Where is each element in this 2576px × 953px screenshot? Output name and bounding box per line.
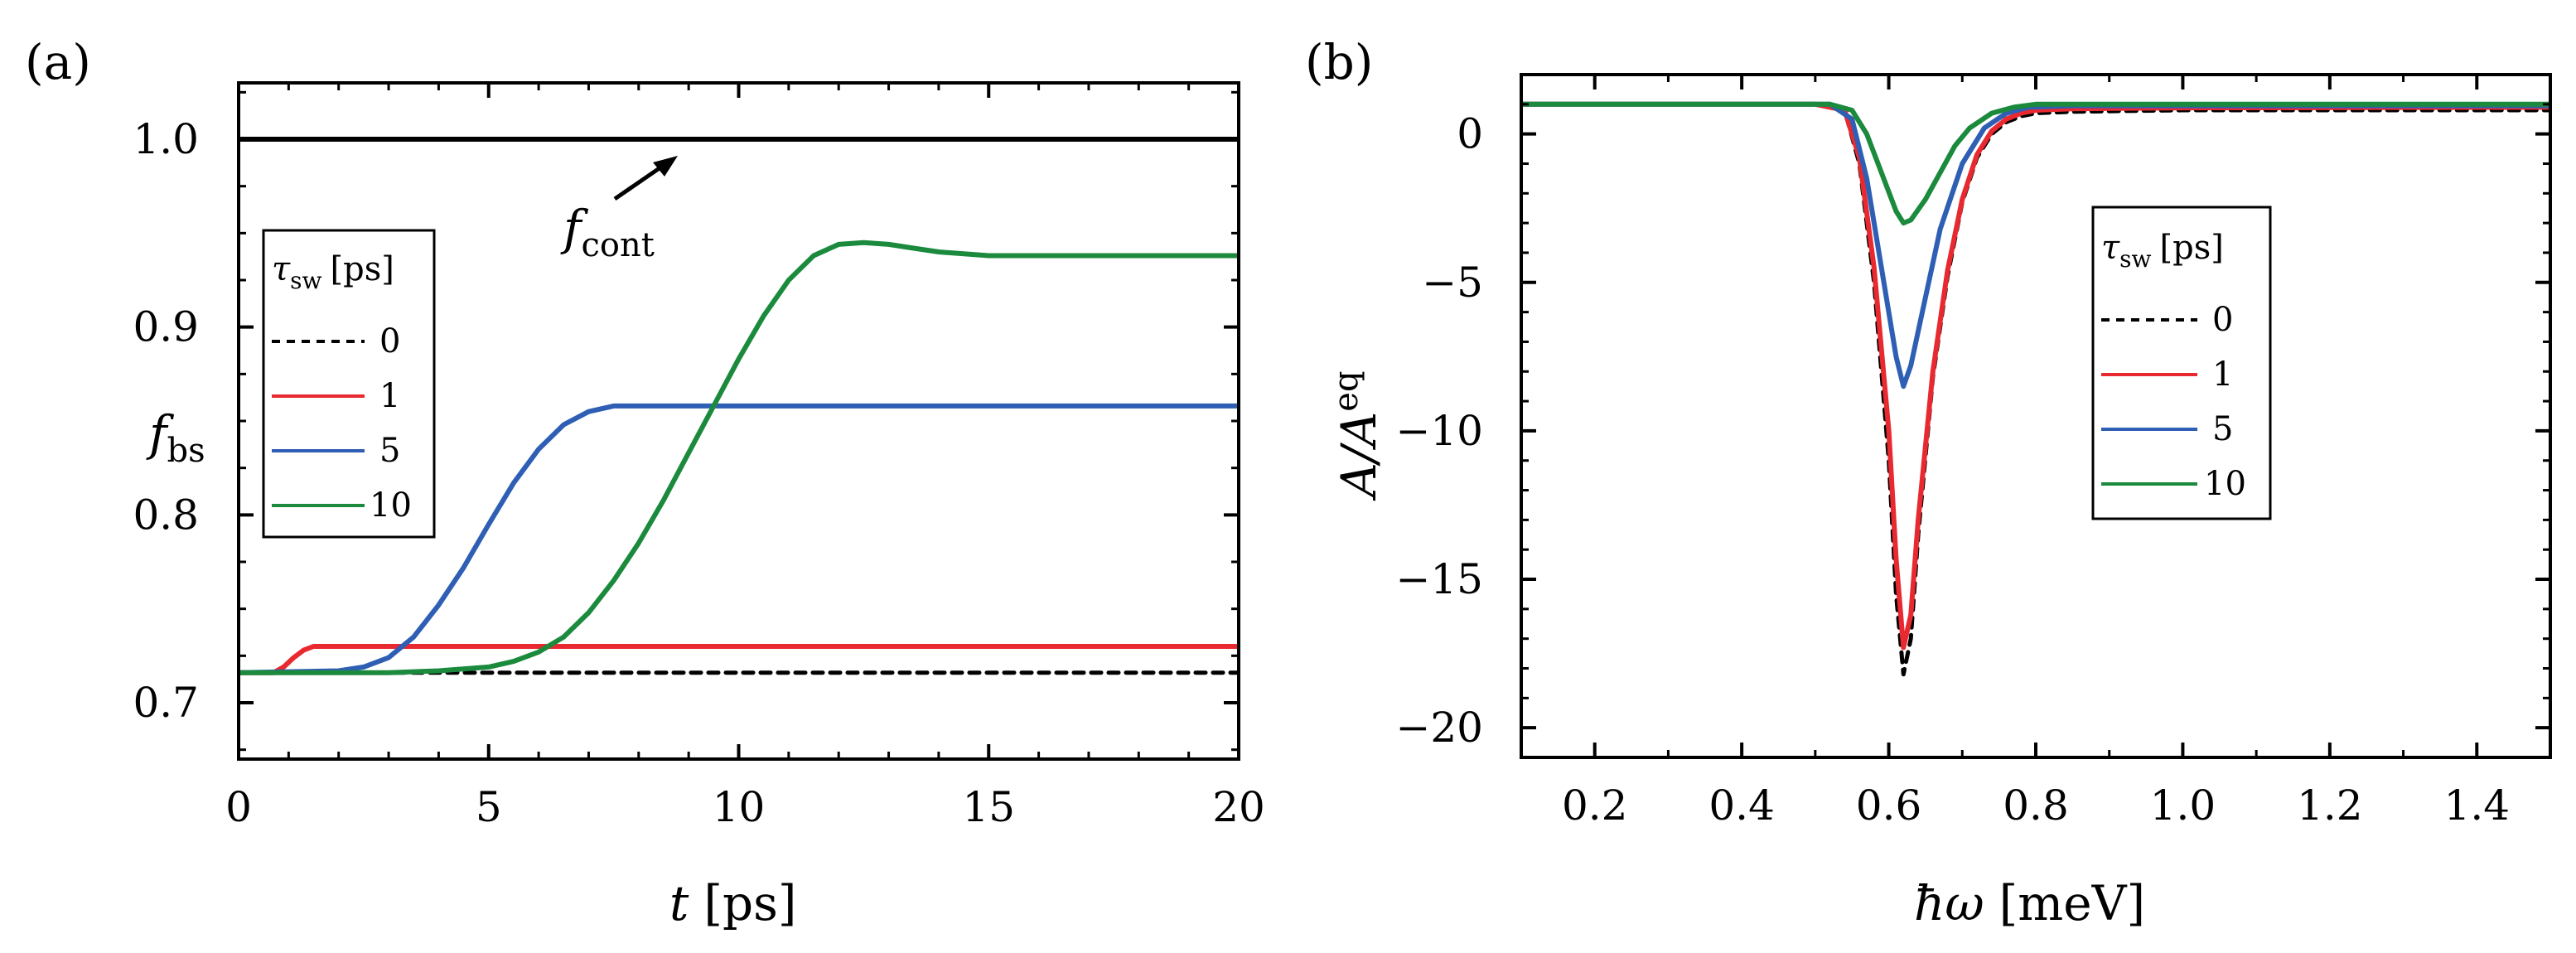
legend-entry-5: 5 (379, 432, 400, 470)
legend-entry-10: 10 (370, 486, 412, 525)
series-line-1 (1521, 101, 2550, 651)
panel-b-plot-frame (1520, 73, 2552, 759)
series-line-10 (239, 239, 1239, 675)
legend-title: τsw [ps] (272, 250, 394, 294)
series-line-10 (1521, 101, 2550, 226)
panel-a-legend: τsw [ps] 0 1 5 10 (262, 229, 436, 539)
x-tick-label: 0.2 (1562, 781, 1628, 830)
y-tick-label: −15 (1395, 555, 1483, 603)
panel-a-annotation: fcont (560, 156, 678, 264)
series-line-5 (1521, 101, 2550, 389)
y-tick-label: 0.7 (133, 679, 199, 727)
x-tick-label: 0.6 (1856, 781, 1922, 830)
legend-entry-1: 1 (2212, 356, 2233, 394)
annotation-fcont: fcont (560, 200, 655, 264)
x-tick-label: 5 (476, 783, 502, 831)
x-tick-label: 0 (225, 783, 252, 831)
legend-entry-0: 0 (379, 322, 400, 360)
panel-b-xlabel: ħω [meV] (1914, 875, 2145, 931)
x-tick-label: 20 (1212, 783, 1265, 831)
panel-b-lines (1521, 101, 2550, 677)
panel-a-plot-frame (237, 81, 1240, 761)
annotation-arrow-head (653, 156, 678, 177)
y-tick-label: −5 (1422, 259, 1483, 307)
x-tick-label: 0.4 (1708, 781, 1775, 830)
y-tick-label: 0.9 (133, 303, 199, 351)
x-tick-label: 0.8 (2003, 781, 2069, 830)
x-tick-label: 15 (962, 783, 1015, 831)
panel-a: (a) 0 5 10 15 200.70.80.91.0 fbs t [ps] fcont… (25, 34, 1265, 931)
y-tick-label: 0.8 (133, 491, 199, 539)
legend-title: τsw [ps] (2101, 229, 2224, 273)
legend-entry-10: 10 (2204, 465, 2246, 503)
panel-a-ylabel: fbs (146, 405, 205, 470)
legend-entry-0: 0 (2212, 301, 2233, 339)
x-tick-label: 1.0 (2150, 781, 2216, 830)
legend-entry-5: 5 (2212, 410, 2233, 448)
x-tick-label: 10 (713, 783, 766, 831)
legend-box (262, 229, 436, 539)
legend-entry-1: 1 (379, 377, 400, 415)
y-tick-label: 0 (1457, 110, 1483, 158)
panel-b: (b) 0.2 0.4 0.6 0.8 1.0 1.2 1.4 0 −5 −10 −15 −20 A/… (1305, 34, 2552, 931)
panel-b-ylabel: A/Aeq (1327, 370, 1387, 501)
series-line-0 (1521, 102, 2550, 677)
panel-a-xlabel: t [ps] (669, 875, 796, 931)
y-tick-label: −10 (1395, 407, 1483, 455)
x-tick-label: 1.2 (2297, 781, 2363, 830)
x-tick-label: 1.4 (2444, 781, 2511, 830)
panel-a-ticks: 0 5 10 15 200.70.80.91.0 (133, 83, 1265, 831)
legend-box (2091, 206, 2272, 520)
y-tick-label: −20 (1395, 704, 1483, 752)
series-line-5 (239, 403, 1239, 675)
y-tick-label: 1.0 (133, 115, 199, 163)
panel-b-legend: τsw [ps] 0 1 5 10 (2091, 206, 2272, 520)
panel-a-lines (239, 137, 1239, 675)
panel-b-ticks: 0.2 0.4 0.6 0.8 1.0 1.2 1.4 0 −5 −10 −15 −20 (1395, 73, 2552, 830)
panel-b-label: (b) (1305, 34, 1373, 90)
panel-a-label: (a) (25, 34, 91, 90)
